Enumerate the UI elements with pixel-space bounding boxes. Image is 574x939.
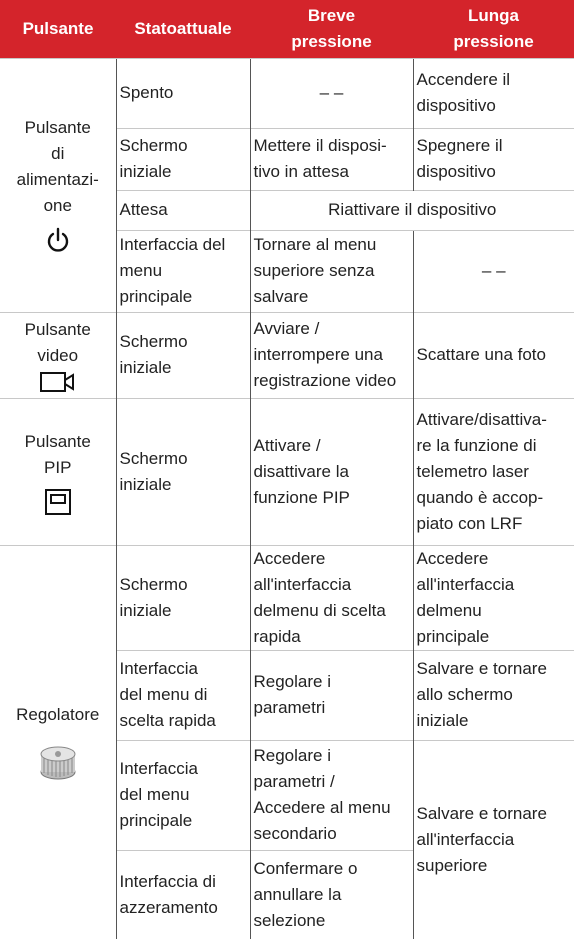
state-cell: Schermo iniziale (115, 544, 250, 650)
press-cell: Riattivare il dispositivo (249, 189, 574, 230)
state-cell: Spento (115, 57, 250, 128)
state-cell: Attesa (115, 189, 250, 230)
short-press-cell: Accedere all'interfaccia delmenu di scel… (249, 544, 413, 650)
long-press-cell: Accedere all'interfaccia delmenu princip… (412, 544, 574, 650)
short-press-cell: Confermare o annullare la selezione (249, 849, 413, 939)
state-cell: Schermo iniziale (115, 127, 250, 190)
long-press-cell: Salvare e tornare all'interfaccia superi… (412, 739, 574, 939)
header-cell: Lunga pressione (413, 0, 574, 58)
header-cell: Pulsante (0, 0, 116, 58)
state-cell: Schermo iniziale (115, 397, 250, 545)
short-press-cell: Avviare / interrompere una registrazione… (249, 311, 413, 398)
button-name: Pulsante video (0, 311, 116, 398)
dial-icon (40, 746, 76, 780)
state-cell: Interfaccia di azzeramento (115, 849, 250, 939)
long-press-cell: Spegnere il dispositivo (412, 127, 574, 190)
short-press-cell: Tornare al menu superiore senza salvare (249, 229, 413, 312)
header-cell: Breve pressione (250, 0, 413, 58)
button-label: Pulsante PIP (24, 431, 91, 477)
power-icon (47, 227, 68, 252)
header-cell: Statoattuale (116, 0, 250, 58)
short-press-cell: – – (249, 57, 413, 128)
short-press-cell: Mettere il disposi- tivo in attesa (249, 127, 413, 190)
long-press-cell: – – (412, 229, 574, 312)
state-cell: Schermo iniziale (115, 311, 250, 398)
pip-icon (44, 488, 71, 515)
button-label: Pulsante video (24, 320, 91, 365)
button-name: Pulsante di alimentazi- one (0, 57, 116, 312)
header-row: Pulsante Statoattuale Breve pressione Lu… (0, 0, 574, 58)
button-name: Regolatore (0, 544, 116, 939)
short-press-cell: Attivare / disattivare la funzione PIP (249, 397, 413, 545)
button-label: Pulsante di alimentazi- one (16, 118, 99, 215)
long-press-cell: Attivare/disattiva- re la funzione di te… (412, 397, 574, 545)
state-cell: Interfaccia del menu di scelta rapida (115, 649, 250, 740)
video-icon (39, 372, 74, 392)
long-press-cell: Scattare una foto (412, 311, 574, 398)
state-cell: Interfaccia del menu principale (115, 229, 250, 312)
short-press-cell: Regolare i parametri (249, 649, 413, 740)
state-cell: Interfaccia del menu principale (115, 739, 250, 850)
short-press-cell: Regolare i parametri / Accedere al menu … (249, 739, 413, 850)
long-press-cell: Salvare e tornare allo schermo iniziale (412, 649, 574, 740)
button-label: Regolatore (16, 705, 100, 725)
button-name: Pulsante PIP (0, 397, 116, 545)
long-press-cell: Accendere il dispositivo (412, 57, 574, 128)
